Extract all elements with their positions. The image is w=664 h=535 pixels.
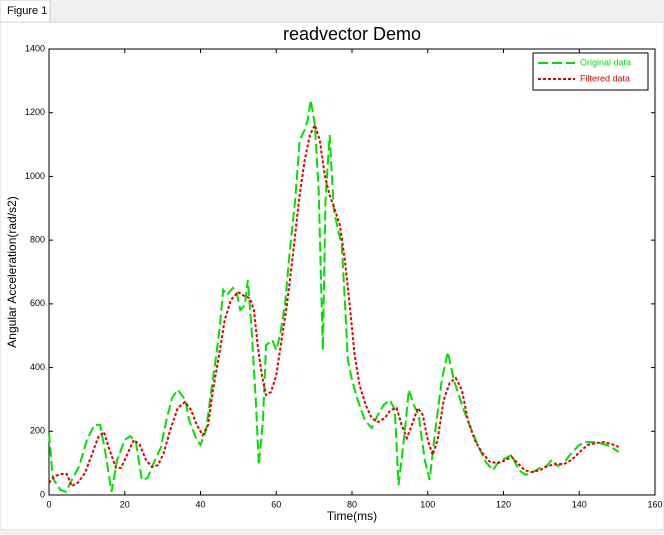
y-tick-label: 1200 xyxy=(25,107,45,117)
legend-label: Filtered data xyxy=(580,73,630,83)
data-line xyxy=(48,99,620,494)
tab-bar xyxy=(0,0,664,22)
x-axis-label: Time(ms) xyxy=(327,509,377,523)
chart-title: readvector Demo xyxy=(283,24,421,44)
x-tick-label: 20 xyxy=(120,499,130,509)
y-tick-label: 0 xyxy=(40,489,45,499)
x-tick-label: 100 xyxy=(420,499,435,509)
data-line xyxy=(48,122,620,488)
y-tick-label: 200 xyxy=(30,426,45,436)
y-tick-label: 800 xyxy=(30,235,45,245)
x-tick-label: 60 xyxy=(271,499,281,509)
y-tick-label: 600 xyxy=(30,298,45,308)
x-tick-label: 160 xyxy=(647,499,662,509)
x-tick-label: 140 xyxy=(572,499,587,509)
y-tick-label: 400 xyxy=(30,362,45,372)
y-axis-label: Angular Acceleration(rad/s2) xyxy=(5,196,19,347)
tab-title: Figure 1 xyxy=(7,5,47,17)
x-tick-label: 40 xyxy=(195,499,205,509)
x-tick-label: 80 xyxy=(347,499,357,509)
x-tick-label: 0 xyxy=(46,499,51,509)
x-tick-label: 120 xyxy=(496,499,511,509)
y-tick-label: 1000 xyxy=(25,171,45,181)
y-tick-label: 1400 xyxy=(25,43,45,53)
legend-label: Original data xyxy=(580,57,631,67)
legend-box xyxy=(532,52,649,91)
plot-frame xyxy=(48,48,656,496)
